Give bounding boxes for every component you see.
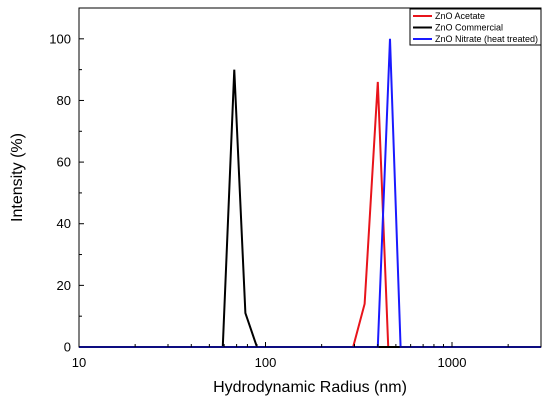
legend-entry: ZnO Acetate: [435, 11, 485, 21]
legend-entry: ZnO Nitrate (heat treated): [435, 34, 538, 44]
plot-lines: [79, 38, 541, 348]
y-tick-label: 0: [64, 340, 71, 355]
y-axis-title: Intensity (%): [9, 133, 26, 222]
y-tick-label: 20: [57, 278, 71, 293]
y-tick-label: 40: [57, 216, 71, 231]
y-axis: 0 20 40 60 80 100: [49, 31, 84, 355]
y-tick-label: 100: [49, 31, 71, 46]
series-line-2: [79, 69, 541, 348]
y-tick-label: 60: [57, 155, 71, 170]
x-tick-label: 100: [255, 355, 277, 370]
series-line-3: [79, 38, 541, 348]
x-axis: 10 100 1000: [72, 342, 542, 370]
legend-entry: ZnO Commercial: [435, 23, 503, 33]
x-tick-label: 10: [72, 355, 86, 370]
x-tick-label: 1000: [438, 355, 467, 370]
y-tick-label: 80: [57, 93, 71, 108]
plot-frame: [78, 7, 542, 348]
series-line-1: [79, 81, 541, 348]
x-axis-title: Hydrodynamic Radius (nm): [213, 379, 407, 396]
